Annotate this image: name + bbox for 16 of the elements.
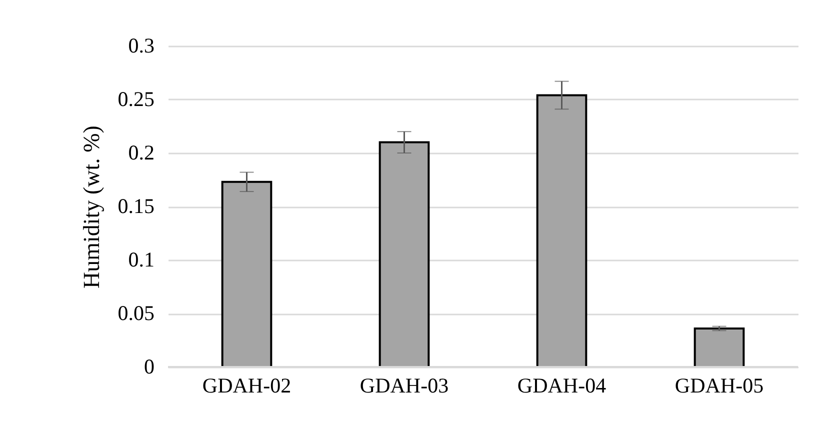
x-tick-label: GDAH-02 [202,374,292,398]
y-tick-label: 0 [144,354,154,378]
y-tick-label: 0.1 [128,248,154,272]
y-tick-label: 0.3 [128,34,154,58]
y-tick-label: 0.15 [118,194,154,218]
x-tick-label: GDAH-05 [674,374,764,398]
x-tick-label: GDAH-03 [360,374,449,398]
bar [221,180,272,368]
bar [694,327,745,368]
x-tick-label: GDAH-04 [517,374,607,398]
y-tick-label: 0.25 [118,87,154,111]
y-axis-title: Humidity (wt. %) [78,126,104,288]
y-tick-label: 0.2 [128,140,154,164]
y-tick-label: 0.05 [118,301,154,325]
bar [378,141,430,368]
bar [536,94,588,368]
